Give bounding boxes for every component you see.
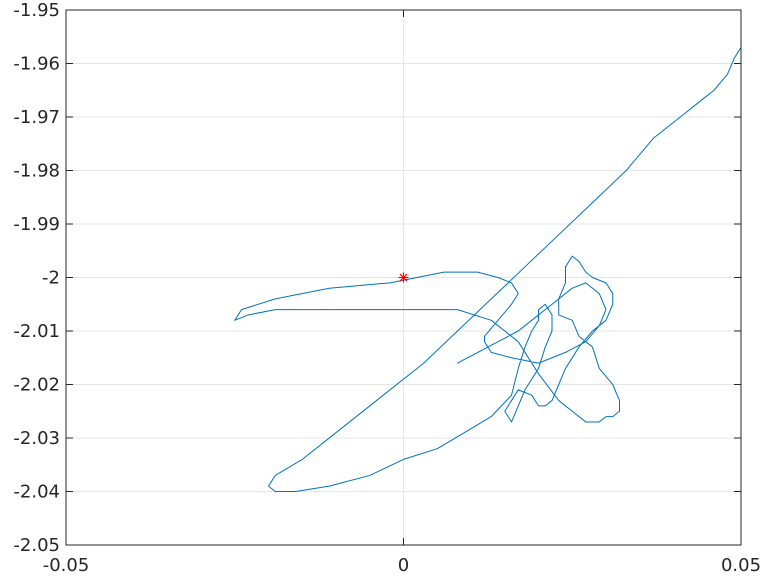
marker-layer	[398, 272, 409, 283]
tick-layer	[65, 9, 742, 546]
label-layer: -0.05 0 0.05 -1.95 -1.96 -1.97 -1.98 -1.99 -2 -2.…	[13, 0, 761, 576]
y-tick-label-8: -2.03	[13, 428, 60, 449]
marker-stroke-d2	[399, 273, 408, 282]
y-tick-label-4: -1.99	[13, 214, 60, 235]
x-tick-label-0: -0.05	[43, 555, 90, 576]
y-tick-label-1: -1.96	[13, 54, 60, 75]
plot-layer	[234, 46, 742, 492]
x-tick-label-1: 0	[398, 555, 409, 576]
y-tick-label-5: -2	[42, 268, 60, 289]
y-tick-label-3: -1.98	[13, 161, 60, 182]
y-tick-label-0: -1.95	[13, 0, 60, 21]
y-tick-label-10: -2.05	[13, 535, 60, 556]
y-tick-label-2: -1.97	[13, 107, 60, 128]
y-tick-label-6: -2.01	[13, 321, 60, 342]
x-tick-label-2: 0.05	[721, 555, 761, 576]
y-tick-label-9: -2.04	[13, 482, 60, 503]
asterisk-marker	[398, 272, 409, 283]
y-tick-label-7: -2.02	[13, 375, 60, 396]
series-line-0	[234, 46, 742, 492]
